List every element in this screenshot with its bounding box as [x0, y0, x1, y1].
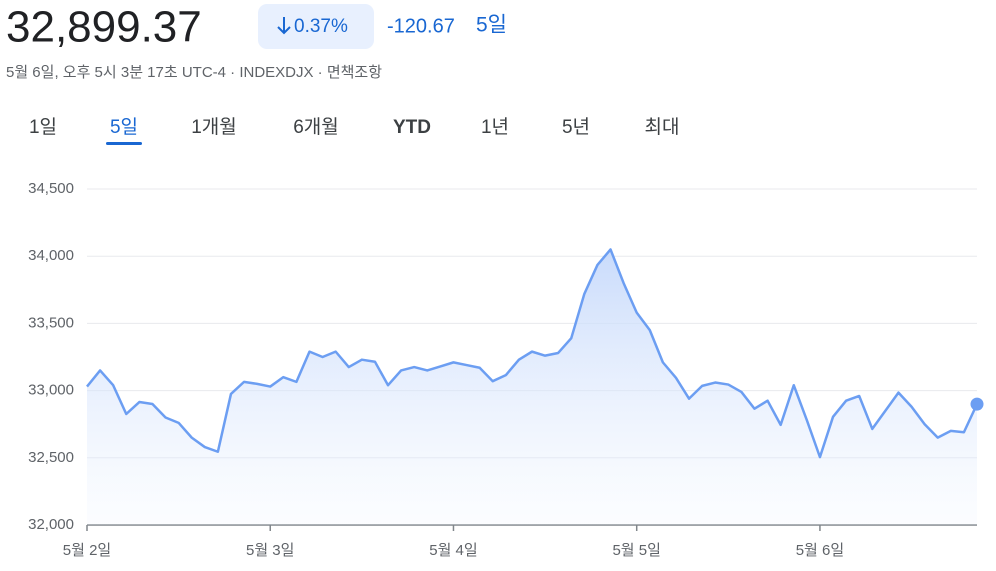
chart: 32,000 32,500 33,000 33,500 34,000 34,500 5월 2…	[28, 180, 984, 559]
change-badge	[258, 4, 374, 49]
range-tab[interactable]: 5일	[110, 116, 138, 138]
subtitle: 5월 6일, 오후 5시 3분 17초 UTC-4 · INDEXDJX · 면…	[6, 64, 382, 81]
x-tick-label: 5월 3일	[246, 542, 294, 559]
y-tick-label: 32,500	[28, 449, 74, 466]
y-tick-label: 34,500	[28, 180, 74, 197]
x-tick-label: 5월 5일	[612, 542, 660, 559]
change-percent: 0.37%	[294, 16, 348, 37]
last-point	[970, 397, 984, 411]
range-tab[interactable]: 1년	[481, 116, 509, 138]
y-tick-label: 33,500	[28, 314, 74, 331]
y-tick-label: 32,000	[28, 516, 74, 533]
range-tab[interactable]: 6개월	[293, 116, 339, 138]
range-tab[interactable]: 최대	[645, 116, 680, 138]
x-tick-label: 5월 4일	[429, 542, 477, 559]
y-tick-label: 34,000	[28, 247, 74, 264]
range-tab[interactable]: 5년	[562, 116, 590, 138]
price: 32,899.37	[6, 3, 202, 52]
y-tick-label: 33,000	[28, 382, 74, 399]
price-line	[86, 248, 979, 459]
range-tab[interactable]: YTD	[393, 117, 431, 138]
active-tab-underline	[106, 142, 142, 145]
area-fill	[87, 249, 977, 526]
down-arrow-icon	[277, 17, 291, 35]
range-tab[interactable]: 1개월	[191, 116, 237, 138]
change-period: 5일	[476, 14, 507, 37]
x-tick-label: 5월 6일	[796, 542, 844, 559]
range-tab[interactable]: 1일	[29, 116, 57, 138]
range-tabs: 1일 5일 1개월 6개월 YTD 1년 5년 최대	[29, 116, 680, 145]
change-value: -120.67	[387, 15, 455, 37]
x-tick-label: 5월 2일	[63, 542, 111, 559]
